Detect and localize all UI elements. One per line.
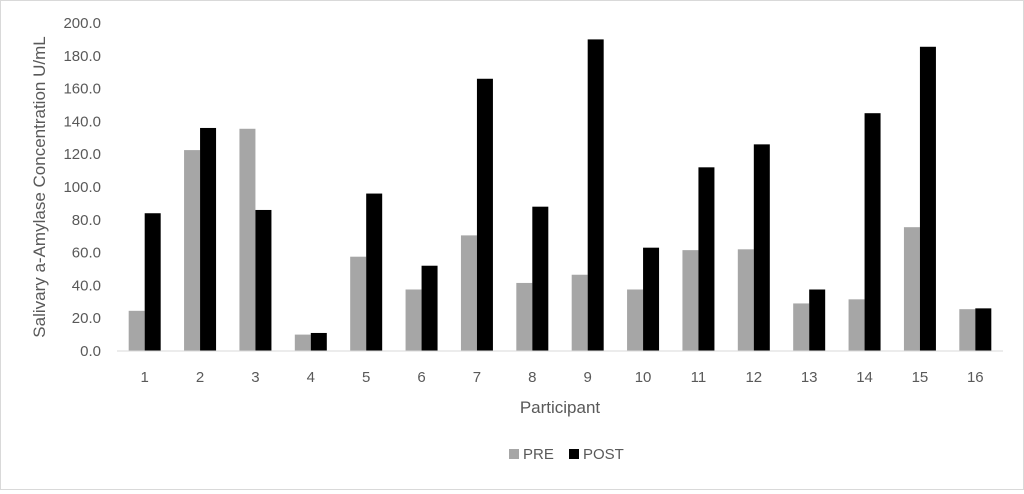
bar-post-participant-13 [809, 289, 826, 351]
bar-post-participant-16 [975, 308, 992, 351]
legend-swatch-post [569, 449, 579, 459]
bar-pre-participant-3 [239, 128, 256, 351]
bar-pre-participant-4 [294, 334, 311, 351]
x-tick-label: 2 [196, 369, 204, 386]
y-tick-label: 180.0 [63, 48, 101, 65]
y-axis: 0.0 20.0 40.0 60.0 80.0 100.0 120.0 140.0 160.0 1… [63, 15, 101, 360]
bar-post-participant-3 [255, 209, 272, 351]
y-tick-label: 20.0 [72, 310, 101, 327]
x-tick-label: 4 [307, 369, 315, 386]
bar-pre-participant-11 [682, 250, 699, 351]
x-tick-label: 14 [856, 369, 873, 386]
legend-swatch-pre [509, 449, 519, 459]
bar-pre-participant-10 [627, 289, 644, 351]
legend: PRE POST [509, 446, 624, 463]
x-tick-label: 7 [473, 369, 481, 386]
bar-pre-participant-13 [793, 303, 810, 351]
bar-post-participant-6 [421, 265, 438, 351]
bar-pre-participant-8 [516, 282, 533, 351]
y-tick-label: 40.0 [72, 277, 101, 294]
bar-pre-participant-6 [405, 289, 422, 351]
x-tick-label: 6 [417, 369, 425, 386]
bar-pre-participant-16 [959, 309, 976, 351]
x-tick-label: 1 [141, 369, 149, 386]
x-tick-label: 12 [745, 369, 762, 386]
y-tick-label: 80.0 [72, 212, 101, 229]
legend-label-pre: PRE [523, 446, 554, 463]
x-tick-label: 13 [801, 369, 818, 386]
x-tick-label: 3 [251, 369, 259, 386]
bar-pre-participant-15 [903, 227, 920, 351]
bar-post-participant-9 [587, 39, 604, 352]
bar-post-participant-7 [476, 78, 493, 351]
x-tick-label: 15 [912, 369, 929, 386]
bar-post-participant-14 [864, 113, 881, 351]
x-tick-label: 10 [635, 369, 652, 386]
bar-post-participant-15 [919, 46, 936, 351]
y-tick-label: 0.0 [80, 343, 101, 360]
bar-pre-participant-2 [184, 150, 201, 351]
legend-label-post: POST [583, 446, 624, 463]
bar-pre-participant-5 [350, 256, 367, 351]
x-tick-label: 16 [967, 369, 984, 386]
bar-post-participant-2 [200, 127, 217, 352]
y-tick-label: 120.0 [63, 146, 101, 163]
y-tick-label: 60.0 [72, 245, 101, 262]
bar-pre-participant-14 [848, 299, 865, 351]
x-axis-title: Participant [520, 398, 601, 417]
bar-post-participant-8 [532, 206, 549, 351]
y-tick-label: 160.0 [63, 81, 101, 98]
bar-post-participant-11 [698, 167, 715, 351]
y-tick-label: 140.0 [63, 113, 101, 130]
x-tick-label: 5 [362, 369, 370, 386]
bar-pre-participant-9 [571, 274, 588, 351]
y-axis-title: Salivary a-Amylase Concentration U/mL [30, 36, 49, 337]
y-tick-label: 100.0 [63, 179, 101, 196]
bar-post-participant-4 [310, 332, 327, 351]
bar-pre-participant-12 [737, 249, 754, 351]
x-tick-label: 11 [691, 369, 707, 386]
y-tick-label: 200.0 [63, 15, 101, 32]
x-axis: 1 2 3 4 5 6 7 8 9 10 11 12 13 14 15 16 [141, 369, 984, 386]
bar-pre-participant-7 [460, 235, 477, 351]
bar-post-participant-1 [144, 213, 161, 351]
x-tick-label: 9 [584, 369, 592, 386]
bars [128, 39, 992, 352]
bar-post-participant-5 [366, 193, 383, 351]
bar-post-participant-12 [753, 144, 770, 351]
x-tick-label: 8 [528, 369, 536, 386]
bar-post-participant-10 [643, 247, 660, 351]
bar-pre-participant-1 [128, 310, 145, 351]
